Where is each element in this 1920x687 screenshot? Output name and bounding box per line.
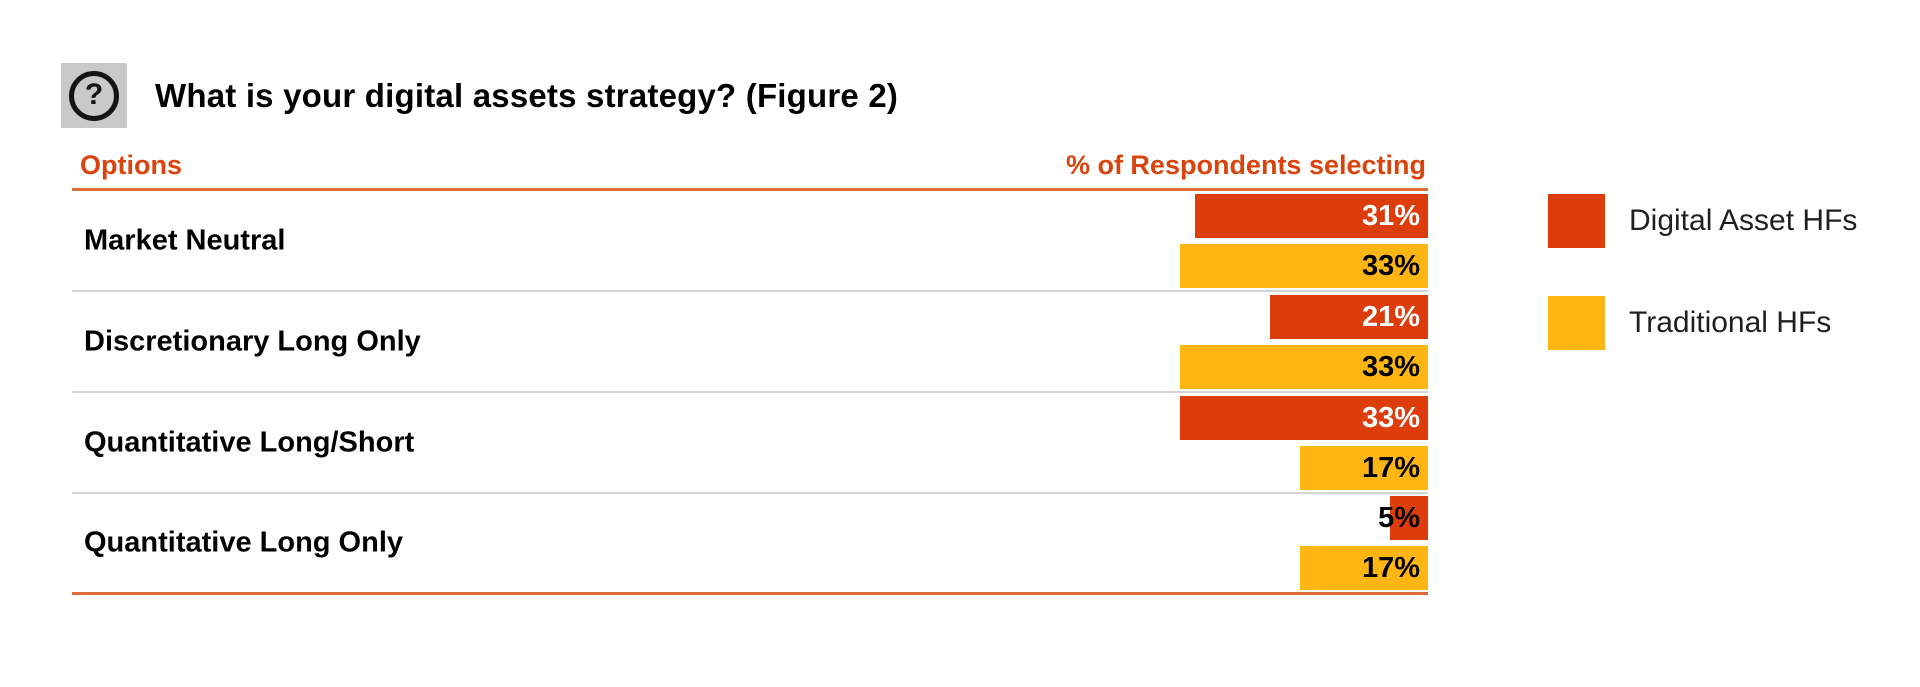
bar-track: 17% [72,445,1428,490]
bar-track: 5% [72,496,1428,540]
bar-digital-asset-hfs [1270,294,1428,339]
bar-track: 33% [72,243,1428,288]
title-row: ? What is your digital assets strategy? … [61,63,898,128]
row-label: Quantitative Long Only [84,526,404,559]
column-header-respondents: % of Respondents selecting [1065,150,1426,180]
digital-asset-hfs-swatch [1548,194,1605,248]
bar-track: 17% [72,546,1428,590]
table-row: Quantitative Long Only 5% 17% [72,494,1428,595]
bar-value-label: 33% [1361,249,1420,282]
bar-value-label: 21% [1361,300,1420,333]
bar-digital-asset-hfs [1195,193,1428,238]
legend-item-digital-asset-hfs: Digital Asset HFs [1548,194,1857,248]
row-label: Quantitative Long/Short [84,426,415,458]
strategy-table: Options % of Respondents selecting Marke… [72,150,1428,595]
bar-digital-asset-hfs [1180,395,1428,440]
table-row: Quantitative Long/Short 33% 17% [72,393,1428,494]
bar-traditional-hfs [1180,344,1428,389]
bar-value-label: 33% [1361,350,1420,383]
bar-value-label: 17% [1361,552,1420,584]
bar-traditional-hfs [1300,546,1428,590]
traditional-hfs-swatch [1548,296,1605,350]
legend-item-traditional-hfs: Traditional HFs [1548,296,1857,350]
figure-title: What is your digital assets strategy? (F… [155,76,899,114]
legend: Digital Asset HFs Traditional HFs [1548,194,1857,350]
bar-track: 21% [72,294,1428,339]
bar-value-label: 31% [1361,199,1420,232]
row-label: Discretionary Long Only [84,325,421,357]
table-header-row: Options % of Respondents selecting [72,150,1428,191]
question-mark-glyph: ? [69,70,119,121]
bar-value-label: 5% [1378,502,1420,534]
table-body: Market Neutral 31% 33% Discretionary Long O… [72,191,1428,595]
question-mark-icon: ? [61,63,127,128]
bar-digital-asset-hfs [1390,496,1428,540]
bar-track: 33% [72,344,1428,389]
bar-value-label: 33% [1361,401,1420,434]
table-row: Market Neutral 31% 33% [72,191,1428,292]
table-row: Discretionary Long Only 21% 33% [72,292,1428,393]
bar-traditional-hfs [1300,445,1428,490]
bar-traditional-hfs [1180,243,1428,288]
legend-label-traditional-hfs: Traditional HFs [1629,306,1832,339]
bar-track: 33% [72,395,1428,440]
bar-value-label: 17% [1361,451,1420,484]
row-label: Market Neutral [84,224,286,256]
column-header-options: Options [80,150,182,180]
legend-label-digital-asset-hfs: Digital Asset HFs [1629,204,1858,237]
bar-track: 31% [72,193,1428,238]
